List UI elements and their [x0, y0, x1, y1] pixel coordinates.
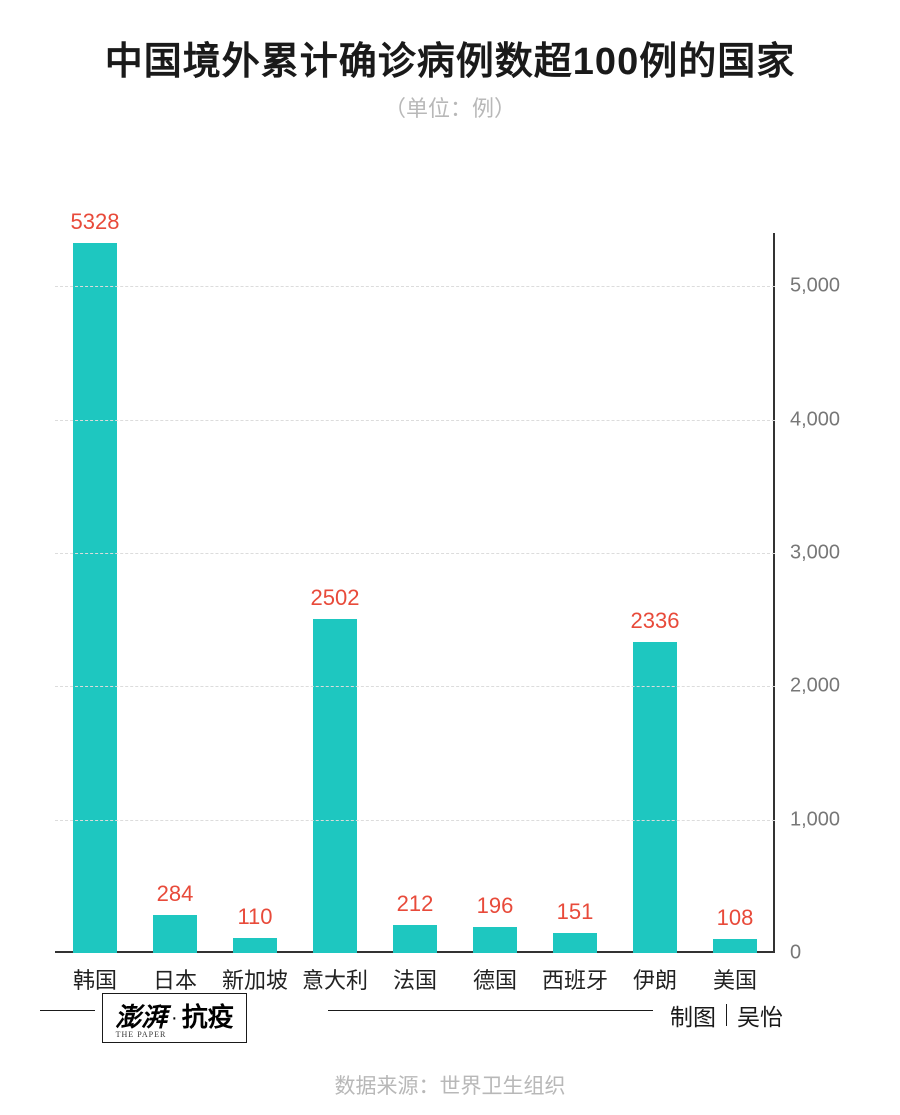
source-label: 数据来源：: [335, 1075, 440, 1098]
bar-value-label: 196: [477, 893, 514, 919]
bar: [393, 925, 438, 953]
bar-value-label: 212: [397, 891, 434, 917]
footer-rule-right: [328, 1010, 653, 1011]
y-tick-label: 2,000: [790, 675, 840, 698]
bar: [713, 939, 758, 953]
logo-sub-text: THE PAPER: [116, 1031, 167, 1039]
chart-subtitle: （单位：例）: [0, 91, 900, 123]
source-logo: 澎湃 THE PAPER · 抗疫: [102, 993, 247, 1043]
y-tick-label: 5,000: [790, 275, 840, 298]
bar-slot: 196德国: [455, 233, 535, 953]
bar-value-label: 151: [557, 899, 594, 925]
bar: [633, 642, 678, 953]
grid-line: [55, 686, 775, 687]
bar-slot: 284日本: [135, 233, 215, 953]
bar-value-label: 110: [237, 904, 272, 930]
bar-slot: 212法国: [375, 233, 455, 953]
grid-line: [55, 286, 775, 287]
credit: 制图 吴怡: [670, 998, 783, 1032]
bar: [233, 938, 278, 953]
bar-value-label: 2336: [631, 608, 680, 634]
bar-value-label: 108: [717, 905, 754, 931]
bar: [73, 243, 118, 953]
y-tick-label: 0: [790, 942, 801, 965]
bar: [153, 915, 198, 953]
bar-value-label: 284: [157, 881, 194, 907]
credit-label: 制图: [670, 998, 716, 1032]
logo-separator-dot: ·: [171, 1007, 178, 1030]
chart-container: 中国境外累计确诊病例数超100例的国家 （单位：例） 5328韩国284日本11…: [0, 0, 900, 1115]
data-source: 数据来源：世界卫生组织: [0, 1070, 900, 1100]
bar-slot: 2336伊朗: [615, 233, 695, 953]
logo-right-text: 抗疫: [182, 997, 234, 1034]
bar: [313, 619, 358, 953]
y-tick-label: 1,000: [790, 808, 840, 831]
chart-area: 5328韩国284日本110新加坡2502意大利212法国196德国151西班牙…: [55, 233, 845, 953]
y-tick-label: 4,000: [790, 408, 840, 431]
chart-title: 中国境外累计确诊病例数超100例的国家: [0, 30, 900, 85]
source-value: 世界卫生组织: [440, 1075, 566, 1098]
credit-name: 吴怡: [737, 998, 783, 1032]
bars-group: 5328韩国284日本110新加坡2502意大利212法国196德国151西班牙…: [55, 233, 775, 953]
plot-area: 5328韩国284日本110新加坡2502意大利212法国196德国151西班牙…: [55, 233, 775, 953]
grid-line: [55, 420, 775, 421]
bar: [473, 927, 518, 953]
bar-slot: 5328韩国: [55, 233, 135, 953]
bar-slot: 108美国: [695, 233, 775, 953]
footer: 澎湃 THE PAPER · 抗疫 制图 吴怡: [0, 990, 900, 1040]
bar-slot: 151西班牙: [535, 233, 615, 953]
y-tick-label: 3,000: [790, 542, 840, 565]
credit-separator: [726, 1004, 727, 1026]
logo-main-text: 澎湃: [115, 1005, 167, 1031]
grid-line: [55, 820, 775, 821]
bar: [553, 933, 598, 953]
grid-line: [55, 553, 775, 554]
bar-slot: 2502意大利: [295, 233, 375, 953]
bar-slot: 110新加坡: [215, 233, 295, 953]
footer-rule-left: [40, 1010, 95, 1011]
bar-value-label: 5328: [71, 209, 120, 235]
bar-value-label: 2502: [311, 585, 360, 611]
